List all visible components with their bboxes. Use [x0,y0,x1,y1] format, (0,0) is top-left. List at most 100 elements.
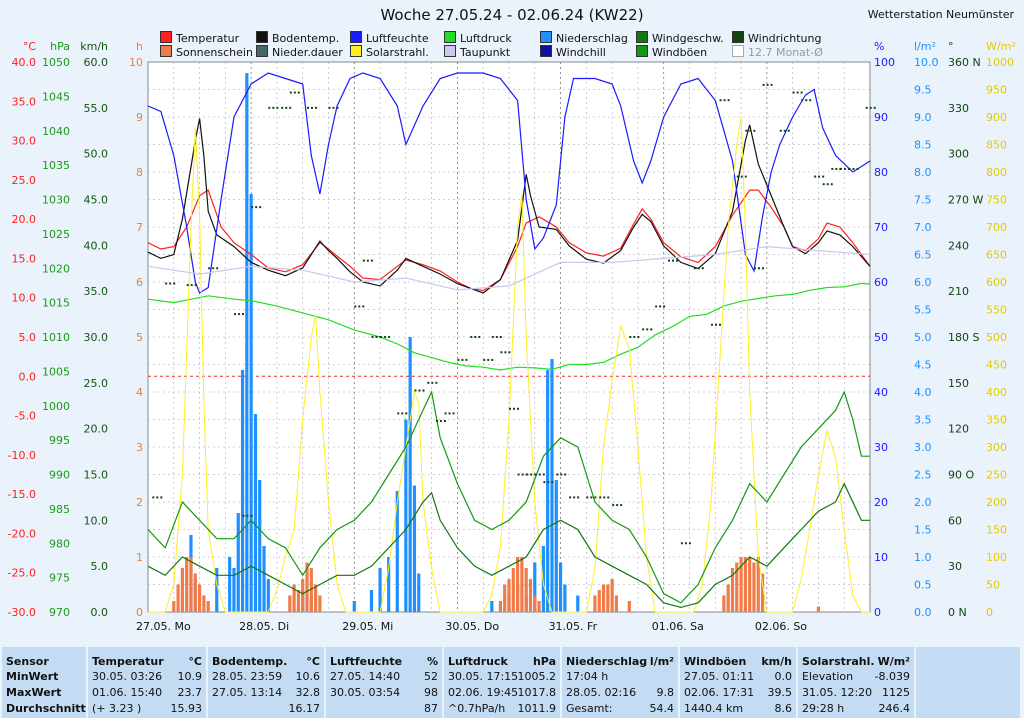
bar-sonnenschein [206,601,210,612]
marker-windrichtung [427,381,430,384]
marker-windrichtung [753,129,756,132]
axis-tick-rain: 9.5 [914,84,932,97]
axis-tick-rain: 2.0 [914,496,932,509]
axis-tick-sun: 6 [136,276,143,289]
axis-tick-solar: 0 [986,606,993,619]
marker-windrichtung [757,267,760,270]
axis-tick-temp: -20.0 [8,527,36,540]
bar-niederschlag [563,584,567,612]
axis-tick-sun: 10 [129,56,143,69]
bar-sonnenschein [528,579,533,612]
bar-sonnenschein [730,568,735,612]
stats-cell: 30.05. 03:26 10.9 [92,670,202,683]
axis-tick-sun: 3 [136,441,143,454]
axis-tick-press: 1045 [42,90,70,103]
marker-windrichtung [354,305,357,308]
axis-tick-dir: 330 [948,102,969,115]
bar-sonnenschein [748,557,752,612]
marker-windrichtung [328,106,331,109]
marker-windrichtung [366,259,369,262]
stats-min-label: MinWert [6,670,59,683]
marker-windrichtung [796,91,799,94]
axis-tick-dir: 60 [948,514,962,527]
axis-tick-solar: 800 [986,166,1007,179]
series-line-bodentemp [147,118,871,294]
bar-niederschlag [541,546,545,612]
axis-tick-solar: 450 [986,359,1007,372]
axis-tick-press: 1010 [42,331,70,344]
axis-tick-sun: 7 [136,221,143,234]
marker-windrichtung [461,358,464,361]
marker-windrichtung [830,183,833,186]
axis-tick-temp: -15.0 [8,488,36,501]
axis-tick-solar: 300 [986,441,1007,454]
marker-windrichtung [749,129,752,132]
marker-windrichtung [719,99,722,102]
marker-windrichtung [792,91,795,94]
stats-cell: 27.05. 13:14 32.8 [212,686,320,699]
axis-tick-rain: 3.5 [914,414,932,427]
bar-sonnenschein [301,579,305,612]
marker-windrichtung [629,336,632,338]
marker-windrichtung [736,175,739,178]
axis-tick-dir: 150 [948,377,969,390]
axis-tick-wind: 0.0 [91,606,109,619]
axis-tick-rain: 0.5 [914,579,932,592]
marker-windrichtung [186,284,189,287]
marker-windrichtung [770,83,773,86]
marker-windrichtung [285,106,288,109]
bar-sonnenschein [318,595,322,612]
axis-tick-solar: 350 [986,414,1007,427]
marker-windrichtung [457,358,460,361]
marker-windrichtung [560,473,563,476]
stats-sensor-label: Sensor [6,655,49,668]
marker-windrichtung [642,328,645,331]
legend-item-windchill: Windchill [540,45,606,59]
axis-tick-wind: 55.0 [84,102,109,115]
axis-tick-hum: 60 [874,276,888,289]
marker-windrichtung [165,282,168,285]
marker-windrichtung [684,542,687,545]
marker-windrichtung [676,259,679,262]
bar-niederschlag [228,557,232,612]
station-name: Wetterstation Neumünster [867,8,1014,21]
axis-tick-press: 1040 [42,125,70,138]
marker-windrichtung [710,323,713,326]
stats-column-solarstrahl: Solarstrahl. W/m² Elevation -8.039 31.05. 12… [798,647,916,718]
axis-tick-dir: 300 [948,148,969,161]
marker-windrichtung [487,358,490,361]
bar-sonnenschein [627,601,631,612]
axis-tick-dir: 30 [948,560,962,573]
axis-tick-temp: 10.0 [12,292,37,305]
axis-tick-dir: 210 [948,285,969,298]
x-tick-label: 29.05. Mi [342,620,393,633]
bar-niederschlag [387,557,391,612]
axis-tick-hum: 20 [874,496,888,509]
marker-windrichtung [616,504,619,507]
axis-tick-wind: 10.0 [84,514,109,527]
stats-cell: 27.05. 01:11 0.0 [684,670,792,683]
marker-windrichtung [250,514,253,517]
axis-tick-press: 1020 [42,262,70,275]
series-line-windben [147,390,870,604]
axis-tick-sun: 4 [136,386,143,399]
marker-windrichtung [633,336,636,338]
axis-tick-rain: 1.0 [914,551,932,564]
marker-windrichtung [530,473,533,476]
axis-tick-hum: 70 [874,221,888,234]
marker-windrichtung [865,106,868,109]
axis-tick-press: 990 [49,469,70,482]
bar-sonnenschein [314,584,318,612]
bar-sonnenschein [760,573,765,612]
marker-windrichtung [744,175,747,178]
axis-tick-dir: 90 O [948,469,974,482]
stats-cell: 16.17 [288,702,321,715]
axis-tick-hum: 30 [874,441,888,454]
marker-windrichtung [680,542,683,545]
marker-windrichtung [478,336,481,338]
axis-tick-hum: 80 [874,166,888,179]
marker-windrichtung [504,351,507,354]
marker-windrichtung [551,481,554,484]
legend-item-temperatur: Temperatur [160,31,239,45]
marker-windrichtung [517,473,520,476]
